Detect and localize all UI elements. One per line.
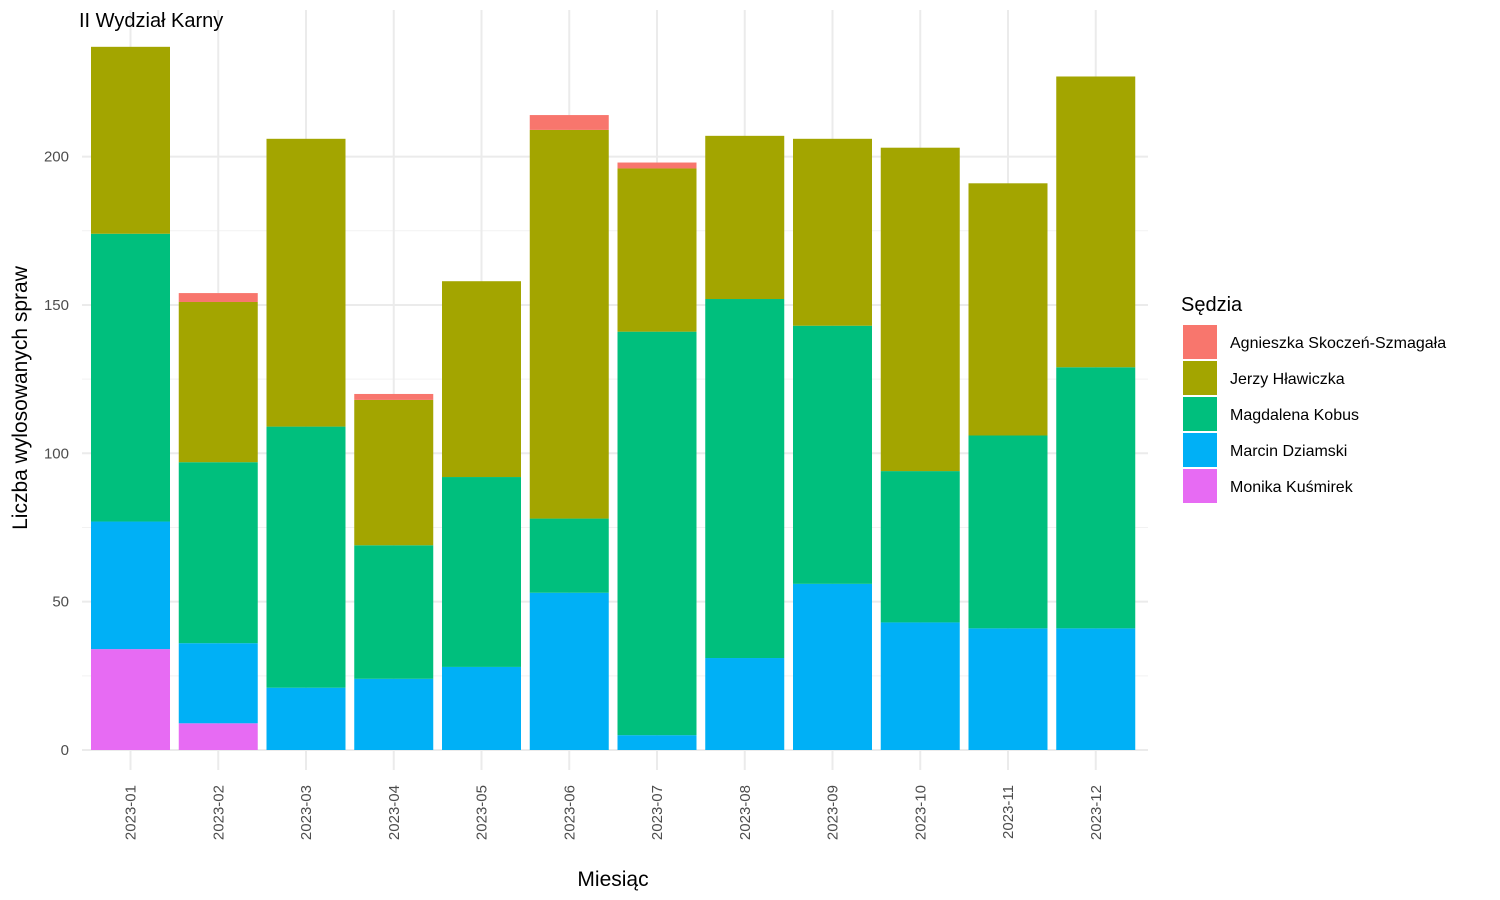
bar-segment bbox=[705, 299, 785, 659]
x-tick-label: 2023-08 bbox=[737, 785, 754, 840]
legend-swatch bbox=[1183, 397, 1217, 431]
bar-segment bbox=[178, 293, 258, 302]
bar-segment bbox=[1056, 76, 1136, 368]
bar-segment bbox=[793, 325, 872, 584]
bar-segment bbox=[266, 426, 346, 688]
legend-label: Agnieszka Skoczeń-Szmagała bbox=[1230, 335, 1446, 352]
legend-label: Monika Kuśmirek bbox=[1230, 479, 1354, 496]
bar-segment bbox=[880, 471, 960, 623]
x-tick-label: 2023-03 bbox=[298, 785, 315, 840]
bar-segment bbox=[529, 518, 609, 593]
bar-segment bbox=[442, 281, 521, 478]
bar-segment bbox=[968, 435, 1048, 629]
bar-segment bbox=[968, 183, 1048, 436]
x-tick-label: 2023-06 bbox=[561, 785, 578, 840]
y-tick-label: 150 bbox=[44, 297, 69, 314]
bar-segment bbox=[1056, 628, 1136, 750]
bar-segment bbox=[354, 399, 434, 546]
bar-segment bbox=[178, 643, 258, 724]
legend-label: Magdalena Kobus bbox=[1230, 407, 1359, 424]
legend-swatch bbox=[1183, 469, 1217, 503]
bar-segment bbox=[91, 46, 170, 234]
bar-segment bbox=[529, 129, 609, 519]
bar-segment bbox=[1056, 367, 1136, 629]
bar-segment bbox=[880, 622, 960, 750]
y-tick-label: 200 bbox=[44, 149, 69, 166]
legend-title: Sędzia bbox=[1181, 294, 1243, 316]
bar-segment bbox=[266, 138, 346, 427]
bar-segment bbox=[178, 462, 258, 644]
bar-segment bbox=[617, 162, 697, 169]
legend-swatch bbox=[1183, 433, 1217, 467]
x-tick-label: 2023-10 bbox=[912, 785, 929, 840]
legend-label: Marcin Dziamski bbox=[1230, 443, 1347, 460]
bar-segment bbox=[442, 666, 521, 750]
x-tick-label: 2023-05 bbox=[474, 785, 491, 840]
legend-swatch bbox=[1183, 361, 1217, 395]
bar-segment bbox=[442, 477, 521, 667]
bar-segment bbox=[793, 583, 872, 750]
legend-swatch bbox=[1183, 325, 1217, 359]
y-tick-label: 0 bbox=[61, 742, 69, 759]
x-axis-title: Miesiąc bbox=[577, 868, 648, 891]
bar-segment bbox=[968, 628, 1048, 750]
x-tick-label: 2023-07 bbox=[649, 785, 666, 840]
bar-segment bbox=[529, 115, 609, 130]
bar-segment bbox=[178, 301, 258, 463]
x-tick-label: 2023-01 bbox=[123, 785, 140, 840]
bar-segment bbox=[617, 735, 697, 750]
bar-segment bbox=[529, 592, 609, 750]
bar-segment bbox=[705, 658, 785, 750]
bar-segment bbox=[178, 723, 258, 750]
axes: 0 50 100 150 200 2023-01 2023-02 2023-03 2023-04… bbox=[44, 149, 1105, 840]
chart-title: II Wydział Karny bbox=[79, 10, 223, 32]
bar-segment bbox=[354, 393, 434, 400]
x-tick-label: 2023-02 bbox=[210, 785, 227, 840]
legend: Sędzia Agnieszka Skoczeń-Szmagała Jerzy H… bbox=[1181, 294, 1446, 503]
bar-segment bbox=[91, 649, 170, 750]
bar-segment bbox=[266, 687, 346, 750]
bar-segment bbox=[617, 331, 697, 736]
bar-segment bbox=[617, 168, 697, 332]
x-tick-label: 2023-11 bbox=[1000, 785, 1017, 839]
x-tick-label: 2023-12 bbox=[1088, 785, 1105, 840]
x-tick-label: 2023-09 bbox=[825, 785, 842, 840]
y-axis-title: Liczba wylosowanych spraw bbox=[9, 265, 32, 530]
bar-segment bbox=[880, 147, 960, 472]
x-tick-label: 2023-04 bbox=[386, 785, 403, 840]
y-tick-label: 50 bbox=[52, 594, 69, 611]
bar-segment bbox=[354, 678, 434, 750]
bar-segment bbox=[705, 135, 785, 300]
bar-segment bbox=[354, 545, 434, 679]
bar-segment bbox=[91, 521, 170, 650]
y-tick-label: 100 bbox=[44, 445, 69, 462]
bar-segment bbox=[793, 138, 872, 326]
bars bbox=[91, 46, 1136, 750]
legend-label: Jerzy Hławiczka bbox=[1230, 371, 1345, 388]
bar-segment bbox=[91, 233, 170, 522]
